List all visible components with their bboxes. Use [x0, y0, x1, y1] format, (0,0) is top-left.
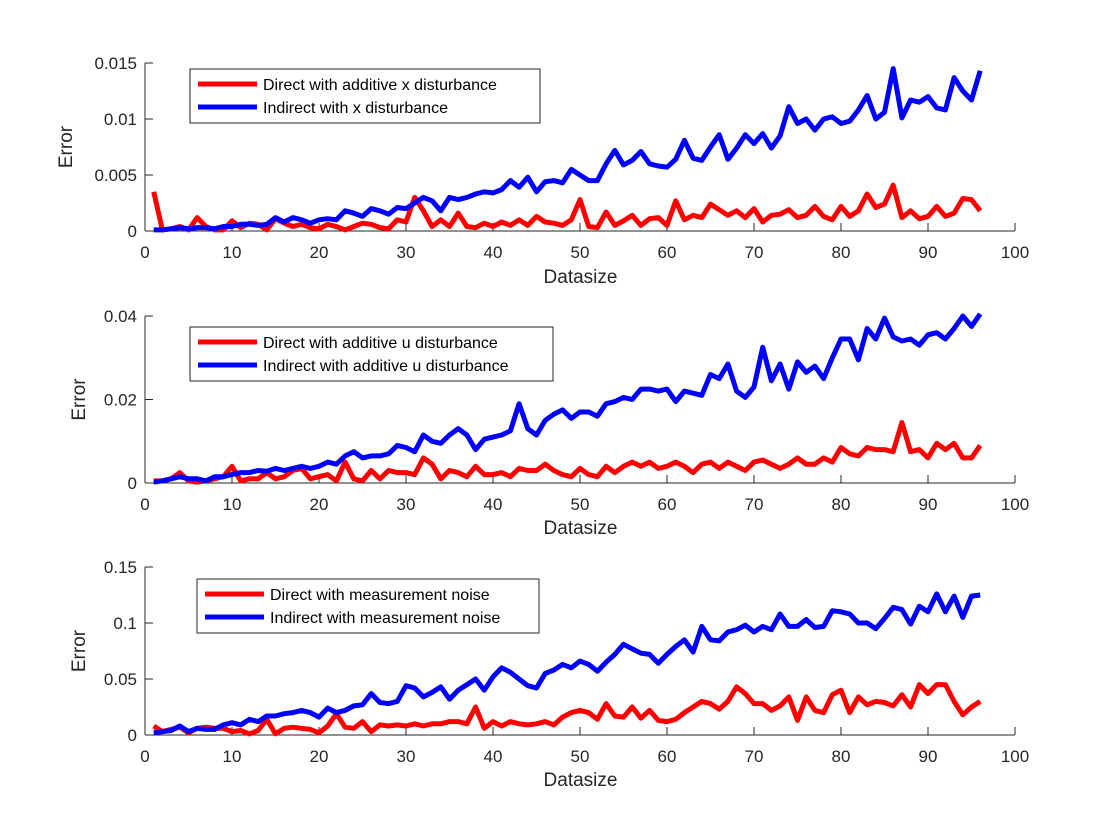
- series-line-indirect: [153, 591, 981, 736]
- x-tick-label: 60: [658, 495, 677, 514]
- x-tick-label: 80: [832, 747, 851, 766]
- y-tick-label: 0.1: [113, 614, 137, 633]
- x-tick-label: 50: [571, 243, 590, 262]
- x-tick-label: 20: [310, 243, 329, 262]
- x-tick-label: 70: [745, 495, 764, 514]
- x-tick-label: 20: [310, 747, 329, 766]
- y-tick-label: 0.05: [104, 670, 137, 689]
- legend-label: Indirect with additive u disturbance: [263, 358, 509, 375]
- series-line-direct: [152, 682, 982, 737]
- y-axis-label: Error: [69, 629, 90, 672]
- y-tick-label: 0.15: [104, 558, 137, 577]
- y-axis-label: Error: [69, 378, 90, 421]
- x-tick-label: 10: [223, 495, 242, 514]
- legend-label: Direct with additive u disturbance: [263, 335, 498, 352]
- x-tick-label: 70: [745, 243, 764, 262]
- y-tick-label: 0.01: [104, 110, 137, 129]
- chart-panel-1: 0 10 20 30 40 50 60 70 80 90 100 0 0.005 0.01 0.015 Dat…: [56, 54, 1029, 288]
- x-tick-label: 40: [484, 747, 503, 766]
- x-tick-label: 50: [571, 747, 590, 766]
- x-tick-label: 100: [1001, 243, 1029, 262]
- x-tick-label: 50: [571, 495, 590, 514]
- x-tick-label: 10: [223, 747, 242, 766]
- y-tick-label: 0.04: [104, 307, 137, 326]
- y-tick-label: 0.015: [94, 54, 137, 73]
- series-line-direct: [151, 182, 983, 233]
- legend-box: [189, 68, 541, 124]
- series-line-direct: [153, 420, 983, 485]
- series-line-indirect: [153, 312, 983, 485]
- x-tick-label: 10: [223, 243, 242, 262]
- x-tick-label: 0: [140, 747, 149, 766]
- x-tick-label: 100: [1001, 495, 1029, 514]
- x-tick-label: 30: [397, 747, 416, 766]
- x-tick-label: 0: [140, 495, 149, 514]
- series-line-indirect: [153, 66, 983, 233]
- chart-panel-2: 0 10 20 30 40 50 60 70 80 90 100 0 0.02 0.04 Datasize E…: [69, 307, 1029, 539]
- x-tick-label: 90: [919, 747, 938, 766]
- x-tick-label: 80: [832, 495, 851, 514]
- y-tick-label: 0: [128, 222, 137, 241]
- x-tick-label: 70: [745, 747, 764, 766]
- legend-label: Indirect with x disturbance: [263, 100, 448, 117]
- y-tick-label: 0: [128, 474, 137, 493]
- x-tick-label: 90: [919, 243, 938, 262]
- x-tick-label: 80: [832, 243, 851, 262]
- x-tick-label: 90: [919, 495, 938, 514]
- legend-label: Indirect with measurement noise: [270, 610, 500, 627]
- x-axis-label: Datasize: [544, 518, 618, 539]
- legend-box: [189, 326, 554, 382]
- x-tick-label: 20: [310, 495, 329, 514]
- x-tick-label: 30: [397, 495, 416, 514]
- y-axis-label: Error: [56, 125, 77, 168]
- x-axis-label: Datasize: [544, 770, 618, 791]
- x-tick-label: 30: [397, 243, 416, 262]
- legend-box: [196, 578, 540, 634]
- y-tick-label: 0: [128, 726, 137, 745]
- x-tick-label: 40: [484, 243, 503, 262]
- y-tick-label: 0.02: [104, 391, 137, 410]
- x-tick-label: 100: [1001, 747, 1029, 766]
- x-tick-label: 0: [140, 243, 149, 262]
- legend-label: Direct with measurement noise: [270, 587, 490, 604]
- x-tick-label: 60: [658, 243, 677, 262]
- chart-panel-3: 0 10 20 30 40 50 60 70 80 90 100 0 0.05 0.1 0.15 Datasi…: [69, 558, 1029, 791]
- legend-label: Direct with additive x disturbance: [263, 77, 497, 94]
- y-tick-label: 0.005: [94, 166, 137, 185]
- x-tick-label: 40: [484, 495, 503, 514]
- x-tick-label: 60: [658, 747, 677, 766]
- x-axis-label: Datasize: [544, 267, 618, 288]
